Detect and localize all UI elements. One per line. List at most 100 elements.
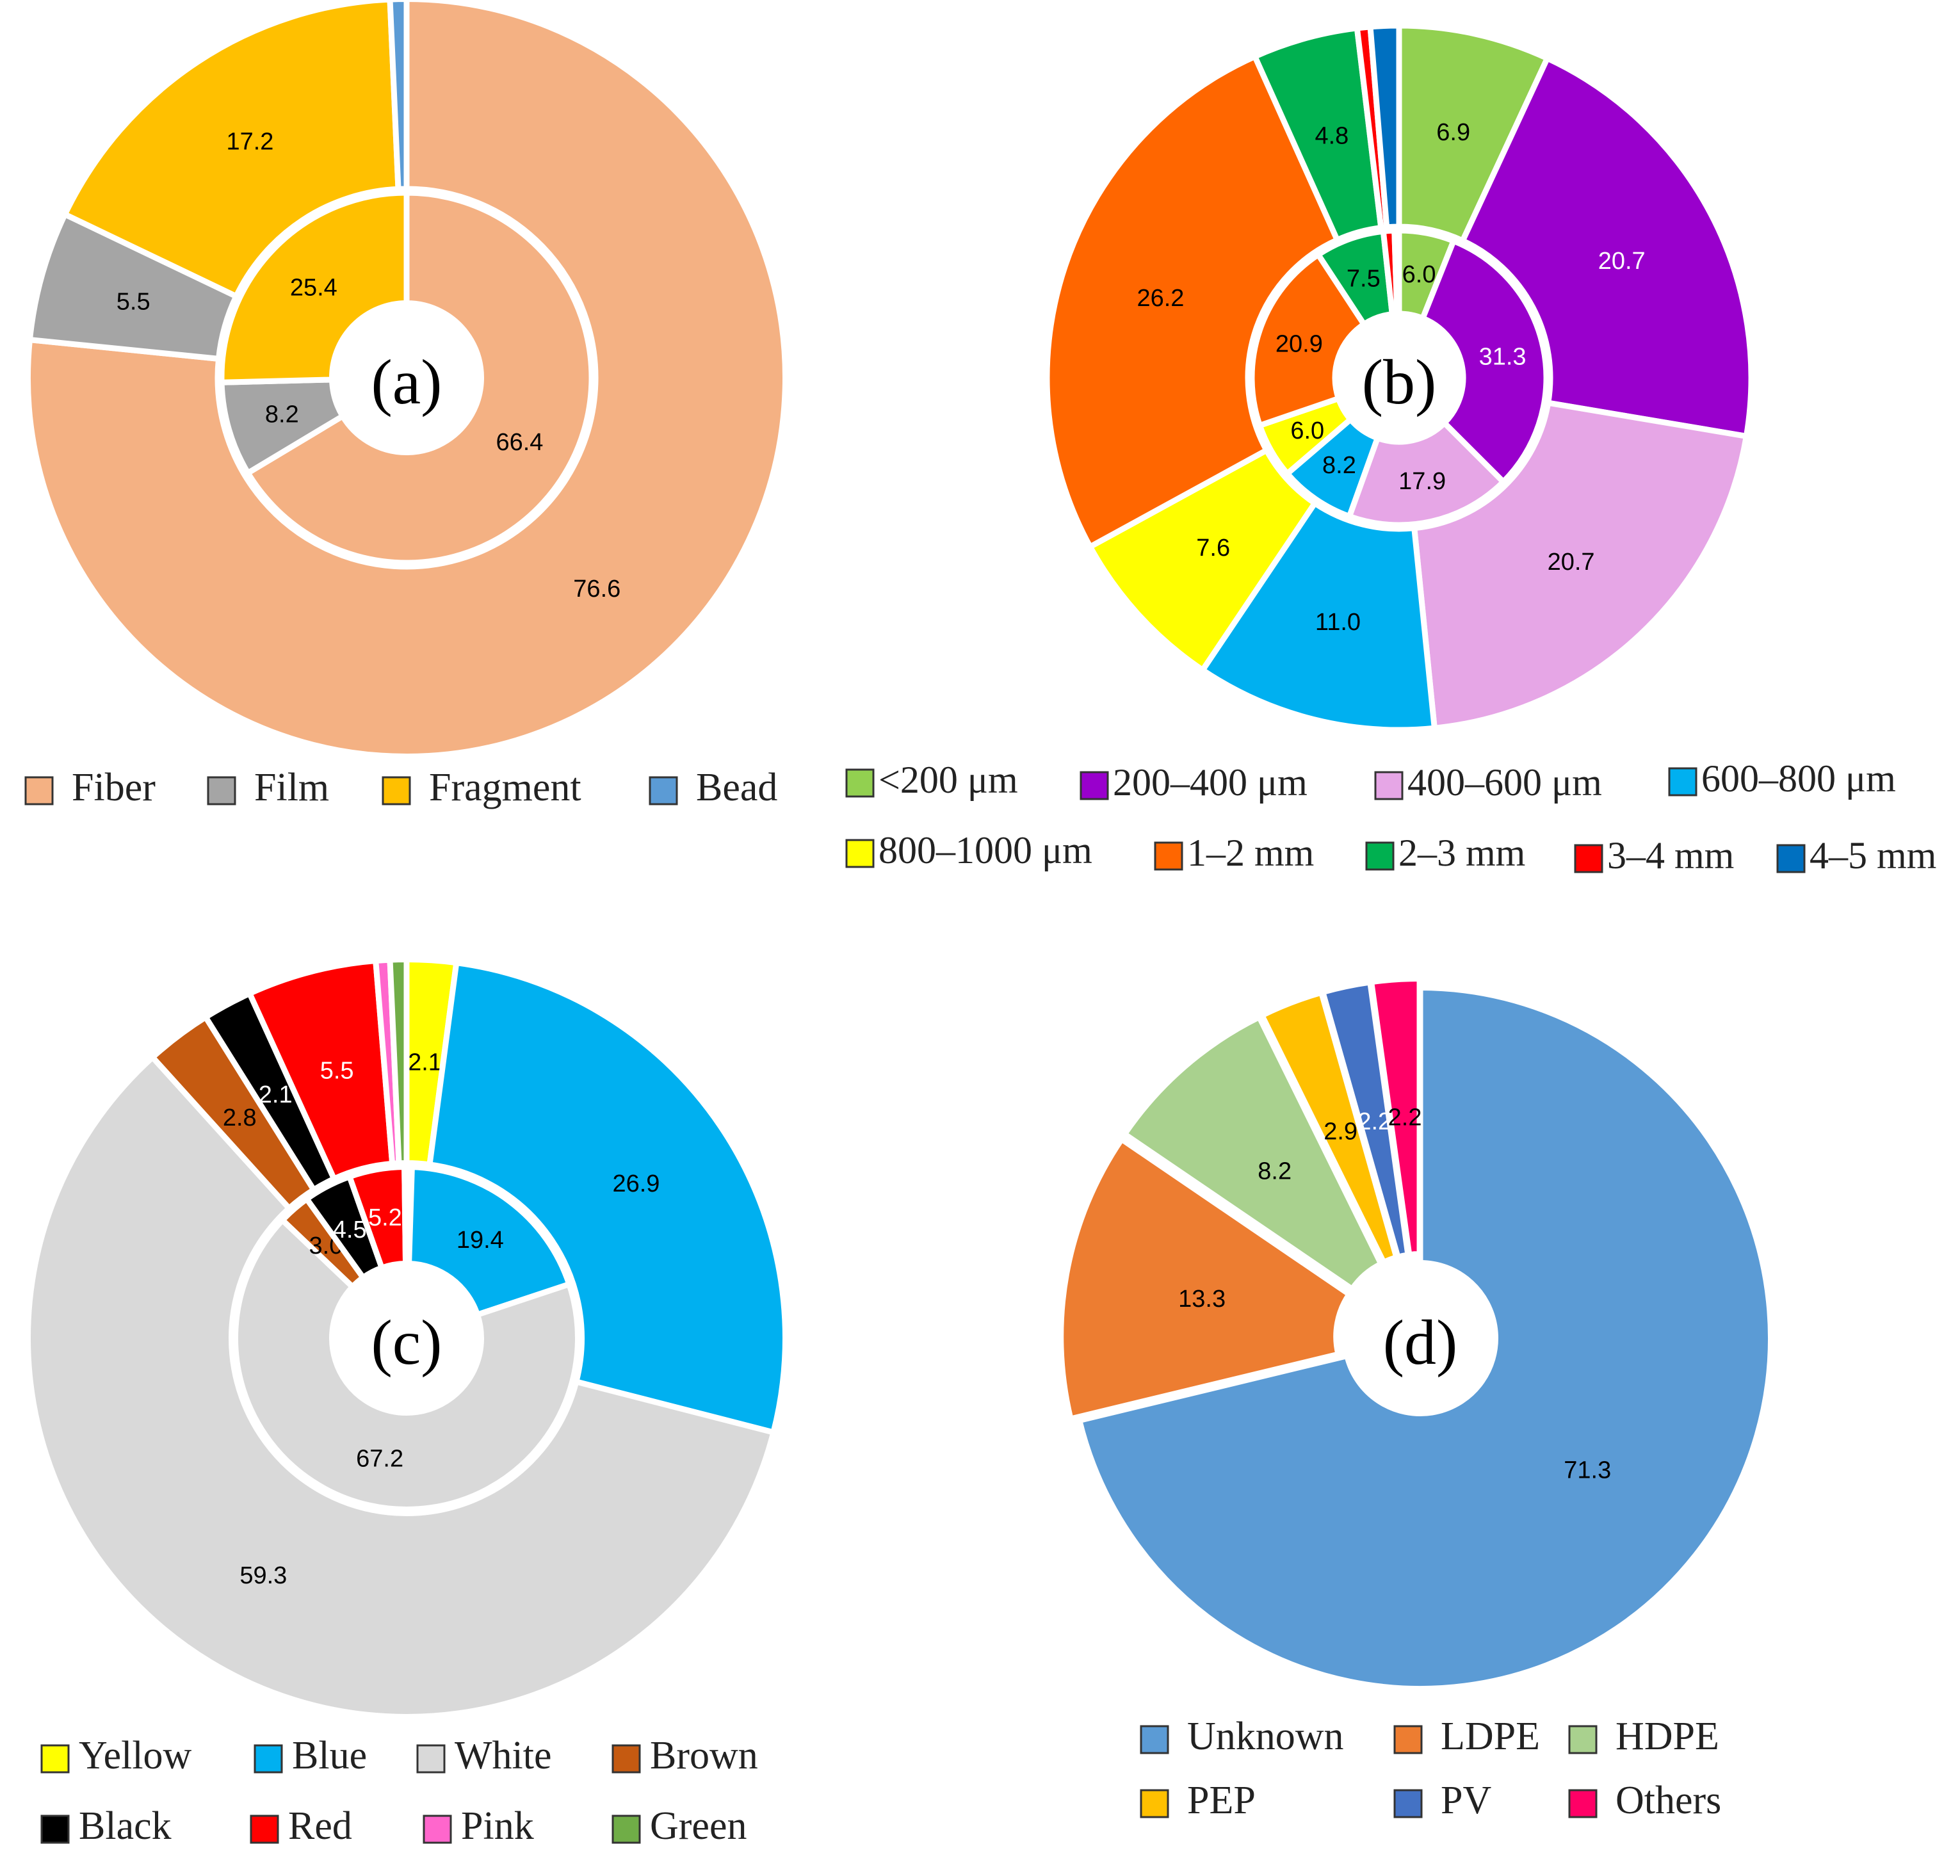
slice-blue [426,959,788,1436]
legend-swatch [423,1815,452,1844]
donut-panel-b: 6.920.720.711.07.626.24.86.031.317.98.26… [845,22,1936,877]
legend-swatch [40,1744,70,1774]
legend-label: 400–600 μm [1407,761,1602,804]
legend-label: LDPE [1441,1715,1540,1758]
inner-ring: 19.467.23.04.5 5.2 [232,1163,581,1512]
donut-panel-a: 76.6 5.5 17.2 66.4 8.2 25.4 (a) Fiber Film Fragme… [24,0,788,809]
slice-600-800-um [1198,499,1438,733]
legend-item-pep: PEP [1140,1779,1256,1822]
single-ring: 71.313.38.22.9 2.22.2 [1058,976,1774,1692]
slice-others [1368,976,1423,1258]
legend-label: 2–3 mm [1398,832,1525,874]
legend-label: Black [79,1804,172,1848]
legend-swatch [250,1815,279,1844]
legend-item-green: Green [611,1804,747,1848]
data-label-red: 5.5 [320,1057,354,1084]
panel-letter: (c) [371,1307,442,1378]
outer-ring: 76.6 5.5 17.2 [25,0,788,759]
legend-swatch [1365,841,1395,871]
legend-swatch [1140,1725,1169,1754]
legend-label: HDPE [1616,1715,1719,1758]
data-label-blue: 19.4 [457,1227,504,1254]
slice-fiber [25,0,788,759]
slice-800-1000-um [1086,446,1319,674]
legend-swatch [1393,1725,1423,1754]
legend-swatch [611,1815,641,1844]
legend-label: Blue [292,1734,367,1777]
legend-swatch [40,1815,70,1844]
legend-item-unknown: Unknown [1140,1715,1344,1758]
legend-swatch [24,776,54,805]
legend-item-800-1000-um: 800–1000 μm [845,829,1092,871]
legend-item-fragment: Fragment [382,766,581,809]
slice-fragment [61,0,401,300]
donut-panel-c: 2.126.959.32.82.15.519.467.23.04.5 5.2(c)… [25,956,788,1848]
slice-bead [387,0,410,192]
data-label-hdpe: 8.2 [1258,1158,1292,1185]
legend-item-white: White [416,1734,552,1777]
data-label-red: 5.2 [368,1204,402,1231]
legend-label: 4–5 mm [1810,834,1936,877]
data-label-yellow: 2.1 [408,1049,442,1076]
data-label-2-3-mm: 4.8 [1315,122,1349,149]
legend-item-blue: Blue [254,1734,367,1777]
data-label-black: 4.5 [333,1217,367,1243]
slice-fiber [243,190,595,566]
legend-item-bead: Bead [649,766,777,809]
data-label-fragment: 25.4 [290,274,337,301]
legend-swatch [845,839,875,868]
legend-item-film: Film [207,766,329,809]
slice-white [25,1053,777,1720]
data-label-pep: 2.9 [1324,1119,1357,1145]
legend-label: Red [288,1804,352,1848]
inner-ring: 6.0 31.3 17.9 8.2 6.0 20.9 7.5 [1249,227,1550,528]
data-label-600-800-um: 8.2 [1322,452,1356,479]
data-label-others: 2.2 [1388,1104,1422,1131]
donut-panel-d: 71.313.38.22.9 2.22.2(d)Unknown LDPE HDPEPE… [1058,976,1774,1822]
data-label-under-200-um: 6.0 [1402,261,1436,288]
slice-1-2-mm [1249,250,1368,430]
data-label-blue: 26.9 [612,1170,660,1197]
legend-swatch [1776,844,1806,873]
legend-item-pv: PV [1393,1779,1491,1822]
inner-ring: 66.4 8.2 25.4 [218,190,595,566]
slice-unknown [1076,984,1774,1692]
legend-label: Unknown [1187,1715,1344,1758]
legend-label: White [455,1734,552,1777]
slice-400-600-um [1411,400,1750,732]
data-label-1-2-mm: 26.2 [1137,285,1184,312]
legend-label: 3–4 mm [1607,834,1734,877]
legend-item-hdpe: HDPE [1568,1715,1719,1758]
slice-200-400-um [1459,54,1754,440]
legend-swatch [1140,1789,1169,1818]
legend-swatch [207,776,236,805]
legend-swatch [382,776,411,805]
legend-label: <200 μm [879,759,1018,801]
legend-item-others: Others [1568,1779,1721,1822]
legend-item-red: Red [250,1804,352,1848]
legend-item-600-800-um: 600–800 μm [1668,757,1896,800]
legend-swatch [611,1744,641,1774]
data-label-2-3-mm: 7.5 [1347,266,1381,293]
slice-200-400-um [1419,237,1550,486]
outer-ring: 2.126.959.32.82.15.5 [25,956,788,1720]
legend-swatch [1668,767,1697,796]
slice-400-600-um [1345,419,1508,528]
data-label-fiber: 76.6 [573,576,620,602]
panel-letter: (a) [371,346,442,417]
legend-swatch [1568,1725,1598,1754]
legend-label: Green [650,1804,747,1848]
legend: <200 μm 200–400 μm 400–600 μm 600–800 μm 800… [845,757,1936,877]
data-label-400-600-um: 17.9 [1398,468,1446,495]
legend-label: Fiber [72,766,156,809]
data-label-brown: 2.8 [223,1104,257,1131]
legend-item-1-2-mm: 1–2 mm [1154,832,1314,874]
data-label-400-600-um: 20.7 [1548,549,1595,576]
legend-swatch [1393,1789,1423,1818]
legend-swatch [254,1744,283,1774]
data-label-200-400-um: 20.7 [1598,248,1646,275]
legend-label: PEP [1187,1779,1256,1822]
slice-green [402,1163,410,1267]
data-label-fiber: 66.4 [496,429,543,456]
